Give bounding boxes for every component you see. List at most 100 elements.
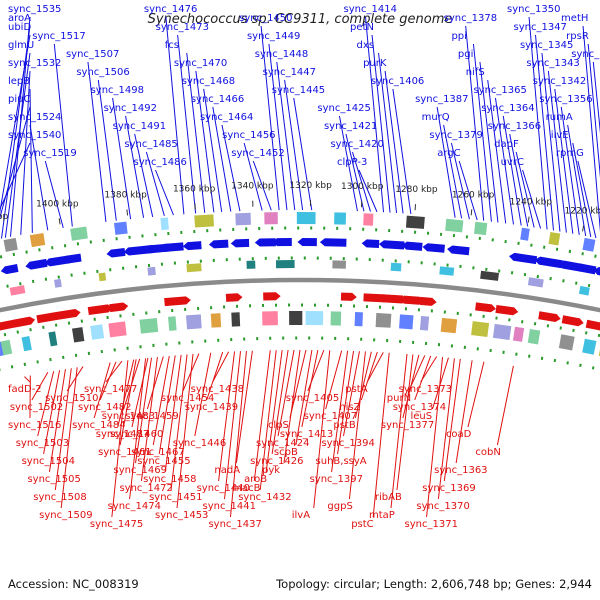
gene-label-line [1, 25, 31, 239]
tick-label: 1280 kbp [395, 185, 438, 195]
outer-feature-block [194, 214, 215, 228]
inner-feature-block [0, 339, 13, 356]
gene-label-line [458, 160, 478, 221]
gene-label: ggpS [327, 501, 352, 512]
forward-cds-arrow [159, 242, 184, 252]
outer-feature-block [160, 217, 169, 231]
gene-label: sync_1441 [203, 501, 256, 512]
gene-label: sync_1456 [222, 130, 275, 141]
gene-label: sync_1345 [520, 40, 573, 51]
gene-label: sync_1446 [173, 438, 226, 449]
gene-label: sync_1364 [481, 103, 534, 114]
gene-label: sync_1425 [317, 103, 370, 114]
gc-feature-block [54, 278, 62, 288]
forward-cds-arrow [534, 256, 563, 269]
gene-label-line [535, 34, 554, 231]
gene-label: sync_1509 [39, 510, 92, 521]
gene-label: sync_1405 [286, 393, 339, 404]
forward-cds-arrow [254, 238, 276, 247]
gene-label: sync_1487 [96, 429, 149, 440]
tick-mark [527, 216, 530, 223]
gene-label: sync_1519 [23, 148, 76, 159]
gene-label: sync_1453 [155, 510, 208, 521]
tick-label: 1300 kbp [341, 182, 384, 192]
gene-label: sync_1540 [8, 130, 61, 141]
tick-label: 1260 kbp [452, 190, 495, 200]
gene-label: sync_1365 [473, 85, 526, 96]
gene-label: sync_1466 [191, 94, 244, 105]
gene-label-line [372, 352, 390, 518]
gene-label: cobN [475, 447, 500, 458]
gene-label: leuS [410, 411, 432, 422]
tick-mark [470, 209, 473, 216]
forward-cds-arrow [297, 238, 317, 247]
gene-label: sync_1452 [231, 148, 284, 159]
gc-feature-block [332, 260, 347, 269]
gene-label-line [0, 106, 31, 220]
gene-label-line [43, 370, 61, 455]
tick-ring-2 [0, 303, 600, 338]
gene-label-line [554, 88, 574, 234]
gene-label-line [140, 357, 158, 482]
gene-label: sync_1450 [239, 13, 292, 24]
gene-label-line [414, 355, 432, 401]
reverse-cds-arrow [164, 296, 191, 307]
gene-label: sync_1449 [247, 31, 300, 42]
gene-label: rumA [546, 112, 573, 123]
gene-label: uvrC [501, 157, 524, 168]
gene-label: sync_1373 [399, 384, 452, 395]
forward-cds-arrow [447, 245, 470, 256]
accession-label: Accession: NC_008319 [8, 577, 139, 591]
inner-feature-block [527, 328, 541, 345]
gene-label: sync_1366 [488, 121, 541, 132]
gene-label: sync_1387 [415, 94, 468, 105]
gene-label: sync_1447 [263, 67, 316, 78]
inner-feature-block [354, 312, 363, 327]
tick-label: 1420 kbp [0, 212, 8, 222]
tick-label: 1220 kbp [565, 207, 600, 217]
gene-label-line [252, 160, 272, 211]
gene-label-line [152, 355, 170, 446]
gene-label-line [567, 124, 587, 237]
gene-label: sync_1448 [255, 49, 308, 60]
forward-cds-arrow [25, 258, 48, 270]
gene-label: sync_1438 [191, 384, 244, 395]
gene-label: dapF [494, 139, 519, 150]
gene-label: pstC [351, 519, 373, 530]
outer-feature-block [296, 212, 316, 225]
inner-feature-block [48, 331, 58, 347]
outer-feature-block [235, 212, 251, 226]
gene-label: sync_1407 [304, 411, 357, 422]
gene-label: sync_1516 [8, 420, 61, 431]
gene-label: sync_1356 [539, 94, 592, 105]
gene-label: murQ [422, 112, 450, 123]
forward-cds-arrow [182, 241, 202, 251]
gene-label-line [117, 359, 135, 428]
inner-feature-block [231, 312, 241, 327]
gene-label: mtaP [369, 510, 395, 521]
gene-label-line [572, 142, 592, 238]
gene-label-line [509, 133, 529, 227]
gene-label-line [218, 351, 236, 482]
gene-label: sync_1475 [90, 519, 143, 530]
tick-label: 1360 kbp [173, 184, 216, 194]
gene-label: sync_1510 [45, 393, 98, 404]
gene-label: nadA [214, 465, 240, 476]
gene-label: sync_1421 [324, 121, 377, 132]
inner-feature-block [330, 311, 342, 326]
gene-label-line [265, 350, 283, 473]
gene-label-line [271, 349, 289, 455]
gc-feature-block [186, 263, 202, 273]
gene-label-line [97, 79, 117, 221]
gene-label: hisZ [339, 402, 360, 413]
gene-label-line [358, 169, 378, 213]
gene-label-line [402, 354, 420, 419]
gene-label: dxs [357, 40, 374, 51]
reverse-cds-arrow [382, 294, 408, 304]
gene-label: pstB [333, 420, 355, 431]
gene-label-line [24, 376, 31, 383]
inner-feature-block [440, 317, 458, 334]
tick-label: 1340 kbp [231, 182, 274, 192]
gene-label-line [277, 349, 295, 437]
gene-label-line [203, 88, 223, 213]
